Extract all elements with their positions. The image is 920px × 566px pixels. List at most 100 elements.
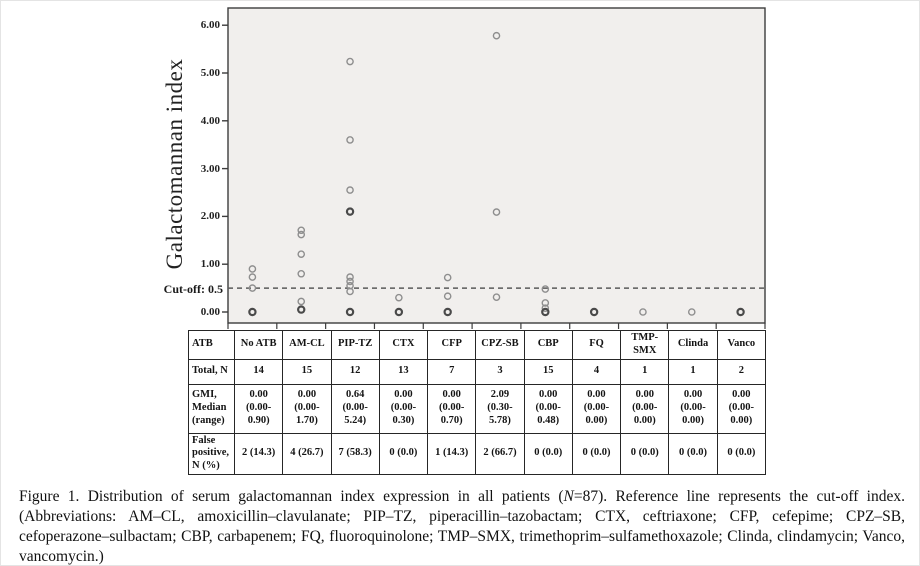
table-cell: 0 (0.0) xyxy=(523,432,573,475)
table-cell: 2 xyxy=(716,358,767,385)
data-point xyxy=(345,207,355,216)
table-cell: 0 (0.0) xyxy=(668,432,718,475)
data-point xyxy=(248,284,257,292)
y-axis-tick-labels: 0.00 1.00 2.00 3.00 4.00 5.00 6.00 xyxy=(182,1,220,346)
plot-area xyxy=(227,7,766,324)
data-point xyxy=(395,293,403,302)
data-point xyxy=(345,307,355,317)
column-header: No ATB xyxy=(233,330,284,360)
data-point xyxy=(541,307,550,317)
data-point xyxy=(346,136,354,144)
table-cell: 15 xyxy=(282,358,332,385)
table-row: False positive, N (%) 2 (14.3) 4 (26.7) 7 (… xyxy=(188,432,767,475)
table-cell: 2 (66.7) xyxy=(475,432,525,475)
caption-text-2: =87). Reference line represents the cut-… xyxy=(19,488,905,565)
column-header: CPZ-SB xyxy=(475,330,525,360)
caption-text-1: Figure 1. Distribution of serum galactom… xyxy=(19,488,564,505)
atb-summary-table: ATB No ATB AM-CL PIP-TZ CTX CFP CPZ-SB CBP FQ TMP… xyxy=(188,330,767,475)
figure-caption: Figure 1. Distribution of serum galactom… xyxy=(19,487,905,565)
data-point xyxy=(492,293,501,301)
y-tick-label: 6.00 xyxy=(200,19,220,32)
table-cell: 2 (14.3) xyxy=(233,432,284,475)
table-cell: 1 xyxy=(668,358,718,385)
table-cell: 0.64 (0.00- 5.24) xyxy=(330,383,380,434)
table-cell: 13 xyxy=(378,358,429,385)
data-point xyxy=(297,269,306,278)
data-point xyxy=(736,307,745,317)
y-tick-label: 3.00 xyxy=(200,162,220,175)
table-cell: 0.00 (0.00- 0.00) xyxy=(716,383,767,434)
y-tick-label: 5.00 xyxy=(200,67,220,79)
column-header: CFP xyxy=(427,330,477,360)
column-header: AM-CL xyxy=(282,330,332,360)
table-cell: 0.00 (0.00- 0.00) xyxy=(571,383,622,434)
table-cell: 14 xyxy=(233,358,284,385)
data-point xyxy=(297,297,306,306)
row-label: ATB xyxy=(188,330,235,360)
table-cell: 15 xyxy=(523,358,573,385)
data-point xyxy=(443,307,452,317)
table-row: ATB No ATB AM-CL PIP-TZ CTX CFP CPZ-SB CBP FQ TMP… xyxy=(188,330,767,360)
gmi-scatter-plot xyxy=(222,7,766,329)
table-cell: 0 (0.0) xyxy=(716,432,767,475)
data-point xyxy=(248,273,257,281)
data-point xyxy=(589,307,599,317)
data-point xyxy=(492,208,501,216)
data-point xyxy=(541,285,550,293)
data-point xyxy=(541,304,550,312)
column-header: TMP- SMX xyxy=(620,330,670,360)
table-cell: 0 (0.0) xyxy=(378,432,429,475)
table-row: Total, N 14 15 12 13 7 3 15 4 1 1 2 xyxy=(188,358,767,385)
table-row: GMI, Median (range) 0.00 (0.00- 0.90) 0.00… xyxy=(188,383,767,434)
data-point xyxy=(443,292,452,301)
data-point xyxy=(297,226,306,235)
table-cell: 12 xyxy=(330,358,380,385)
row-label: GMI, Median (range) xyxy=(188,383,235,434)
column-header: Clinda xyxy=(668,330,718,360)
data-point xyxy=(346,57,354,66)
data-point xyxy=(248,307,257,317)
table-cell: 0.00 (0.00- 0.48) xyxy=(523,383,573,434)
table-cell: 7 (58.3) xyxy=(330,432,380,475)
table-cell: 0.00 (0.00- 1.70) xyxy=(282,383,332,434)
data-point xyxy=(492,31,501,40)
table-cell: 7 xyxy=(427,358,477,385)
y-tick-label: 4.00 xyxy=(200,114,220,127)
column-header: Vanco xyxy=(716,330,767,360)
data-point xyxy=(541,299,550,307)
data-point xyxy=(346,186,354,194)
cutoff-label: Cut-off: 0.5 xyxy=(163,282,223,296)
data-point xyxy=(443,273,452,282)
table-cell: 4 xyxy=(571,358,622,385)
table-cell: 0.00 (0.00- 0.00) xyxy=(620,383,670,434)
table-cell: 0.00 (0.00- 0.70) xyxy=(427,383,477,434)
data-point xyxy=(687,308,696,316)
data-point xyxy=(297,230,306,239)
data-point xyxy=(297,250,306,258)
column-header: FQ xyxy=(571,330,622,360)
table-cell: 0 (0.0) xyxy=(620,432,670,475)
y-tick-label: 1.00 xyxy=(200,258,220,271)
row-label: False positive, N (%) xyxy=(188,432,235,475)
data-point xyxy=(394,307,404,317)
column-header: CBP xyxy=(523,330,573,360)
table-cell: 0 (0.0) xyxy=(571,432,622,475)
data-point xyxy=(639,308,647,316)
y-tick-label: 2.00 xyxy=(200,210,220,223)
table-cell: 4 (26.7) xyxy=(282,432,332,475)
table-cell: 1 (14.3) xyxy=(427,432,477,475)
table-cell: 2.09 (0.30- 5.78) xyxy=(475,383,525,434)
data-point xyxy=(346,273,354,281)
caption-n-italic: N xyxy=(563,488,574,505)
table-cell: 3 xyxy=(475,358,525,385)
table-cell: 0.00 (0.00- 0.30) xyxy=(378,383,429,434)
data-point xyxy=(346,287,354,296)
table-cell: 0.00 (0.00- 0.90) xyxy=(233,383,284,434)
y-tick-label: 0.00 xyxy=(200,306,220,318)
data-point xyxy=(248,265,257,273)
column-header: CTX xyxy=(378,330,429,360)
data-point xyxy=(346,277,354,286)
table-cell: 0.00 (0.00- 0.00) xyxy=(668,383,718,434)
row-label: Total, N xyxy=(188,358,235,385)
